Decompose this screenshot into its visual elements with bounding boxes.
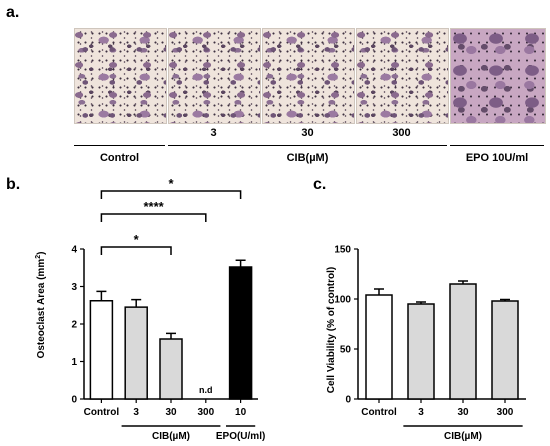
- bar: [449, 283, 477, 400]
- y-tick-label: 100: [334, 295, 351, 306]
- micrograph-cib-30: [262, 28, 355, 124]
- micrograph-cib-300: [356, 28, 449, 124]
- significance-stars: *: [134, 232, 140, 247]
- significance-stars: *: [168, 176, 174, 191]
- micrograph-control: [74, 28, 167, 124]
- significance-stars: ****: [143, 199, 164, 214]
- y-tick-label: 3: [71, 282, 77, 293]
- significance-bracket: [100, 190, 242, 199]
- y-tick-label: 1: [71, 357, 77, 368]
- group-label: CIB(µM): [444, 431, 482, 442]
- significance-bracket: [100, 246, 172, 255]
- panel-b-letter: b.: [6, 176, 21, 193]
- x-tick-label: 30: [165, 407, 177, 418]
- x-tick-label: 30: [457, 407, 469, 418]
- y-tick-label: 0: [71, 395, 77, 406]
- epo-group-line: [450, 145, 544, 146]
- cell-viability-chart: Cell Viability (% of control) 0 50 100 150 C…: [326, 245, 526, 442]
- bar-annotation: n.d: [199, 385, 213, 395]
- bar: [89, 300, 114, 400]
- panel-c-letter: c.: [313, 176, 327, 193]
- y-tick-label: 50: [340, 345, 352, 356]
- dose-label-3: 3: [210, 127, 217, 139]
- micrograph-epo: [450, 28, 546, 124]
- bar: [124, 306, 148, 400]
- control-group-line: [74, 145, 165, 146]
- x-tick-label: 3: [418, 407, 424, 418]
- micrograph-cib-3: [168, 28, 261, 124]
- x-tick-label: 300: [497, 407, 514, 418]
- bar: [491, 300, 519, 400]
- y-axis-label: Osteoclast Area (mm2): [35, 252, 47, 359]
- bar: [407, 303, 435, 400]
- bar: [159, 338, 183, 400]
- cib-group-line: [168, 145, 447, 146]
- y-tick-label: 0: [345, 395, 351, 406]
- x-tick-label: 10: [235, 407, 247, 418]
- group-label-cib: CIB(µM): [286, 152, 329, 164]
- group-label-control: Control: [99, 152, 140, 164]
- y-tick-label: 2: [71, 320, 77, 331]
- y-tick-label: 4: [71, 245, 77, 256]
- panel-a-letter: a.: [6, 4, 20, 21]
- x-tick-label: Control: [361, 407, 397, 418]
- osteoclast-area-chart: Osteoclast Area (mm2) 0 1 2 3 4 Control 3 30 300…: [35, 176, 265, 442]
- x-tick-label: Control: [84, 407, 120, 418]
- bar: [228, 266, 253, 400]
- bar: [365, 294, 393, 400]
- y-tick-label: 150: [334, 245, 351, 256]
- group-label: CIB(µM): [152, 431, 190, 442]
- y-axis-label: Cell Viability (% of control): [326, 267, 337, 394]
- group-label: EPO(U/ml): [216, 431, 265, 442]
- significance-bracket: [100, 213, 207, 222]
- dose-label-30: 30: [301, 127, 314, 139]
- x-tick-label: 3: [133, 407, 139, 418]
- dose-label-300: 300: [392, 127, 411, 139]
- x-tick-label: 300: [197, 407, 214, 418]
- group-label-epo: EPO 10U/ml: [465, 152, 529, 164]
